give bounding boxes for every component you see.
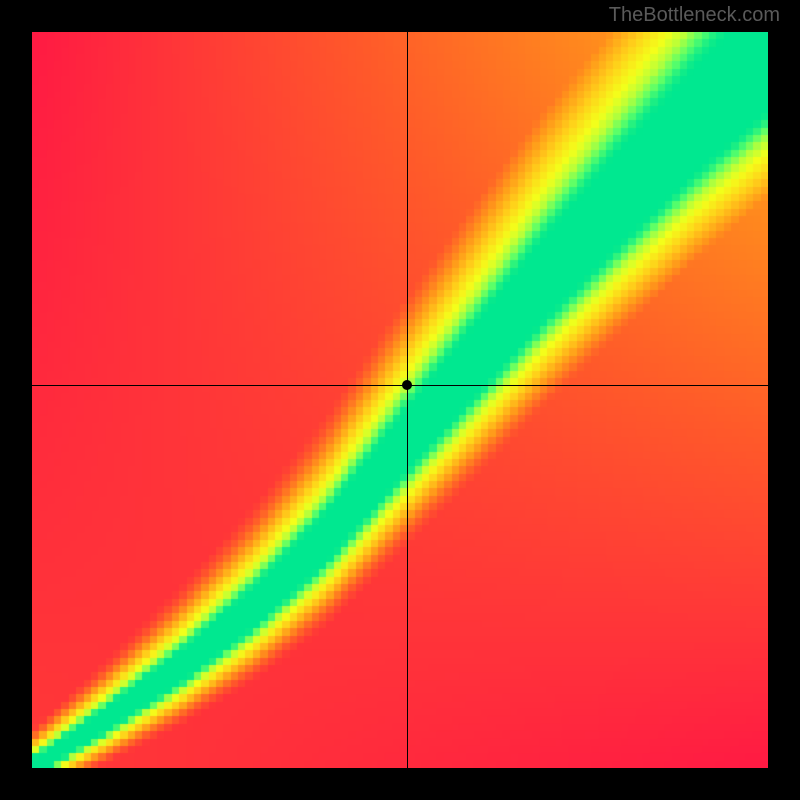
crosshair-vertical [407, 32, 408, 768]
watermark-text: TheBottleneck.com [609, 4, 780, 27]
crosshair-horizontal [32, 385, 768, 386]
outer-frame: TheBottleneck.com [0, 0, 800, 800]
bottleneck-heatmap [32, 32, 768, 768]
plot-area [32, 32, 768, 768]
